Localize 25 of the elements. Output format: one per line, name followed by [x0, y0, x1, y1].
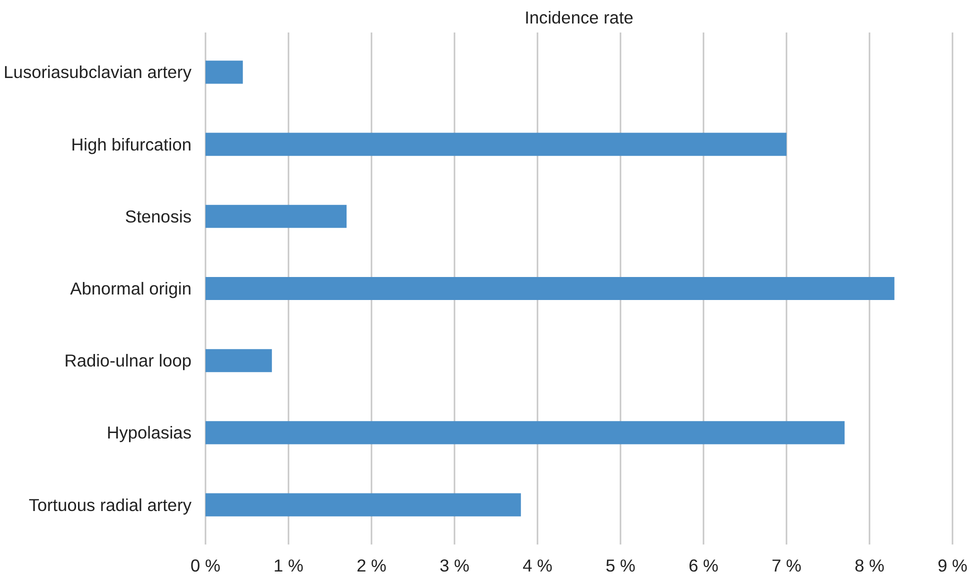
- bar: [205, 493, 521, 516]
- y-tick-label: Tortuous radial artery: [28, 494, 192, 515]
- y-tick-label: High bifurcation: [71, 134, 192, 154]
- x-tick-label: 2 %: [356, 556, 386, 576]
- y-tick-label: Stenosis: [125, 206, 192, 226]
- y-tick-label: Lusoriasubclavian artery: [4, 62, 192, 82]
- x-tick-label: 5 %: [606, 556, 636, 576]
- x-tick-label: 4 %: [522, 556, 552, 576]
- x-tick-label: 9 %: [938, 556, 968, 576]
- bar: [205, 421, 845, 444]
- y-tick-label: Radio-ulnar loop: [64, 350, 192, 371]
- x-tick-label: 8 %: [854, 556, 884, 576]
- x-tick-label: 6 %: [688, 556, 718, 576]
- bar: [205, 60, 243, 84]
- bar: [205, 349, 272, 372]
- x-tick-label: 0 %: [190, 556, 220, 576]
- x-tick-label: 3 %: [440, 556, 470, 576]
- bar: [205, 204, 347, 228]
- bar: [205, 132, 787, 156]
- x-tick-label: 1 %: [274, 556, 304, 576]
- y-tick-label: Abnormal origin: [70, 278, 192, 298]
- bar: [205, 276, 894, 300]
- y-tick-label: Hypolasias: [106, 422, 192, 443]
- chart-title: Incidence rate: [524, 8, 634, 28]
- x-tick-label: 7 %: [772, 556, 802, 576]
